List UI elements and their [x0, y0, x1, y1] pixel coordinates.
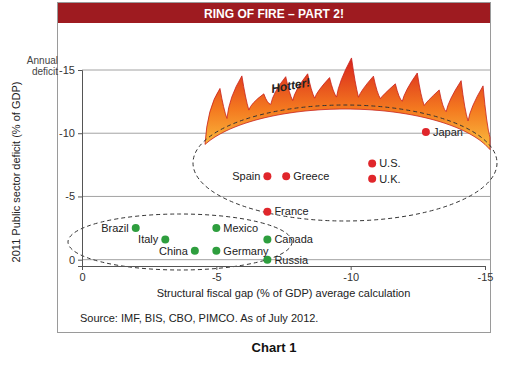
x-axis-line — [83, 267, 486, 271]
grid-line — [82, 196, 490, 197]
title: RING OF FIRE – PART 2! — [204, 7, 344, 21]
point-labels: Brazil ItalyChina Mexico Germany Canada Russi… — [101, 126, 463, 266]
y-axis: 0 -5 -10 -15 — [59, 64, 82, 266]
point — [282, 172, 290, 180]
chart-frame — [58, 3, 491, 333]
x-axis: 0 -5 -10 -15 — [79, 266, 493, 283]
point — [422, 128, 430, 136]
y-tick-label: -5 — [65, 190, 75, 202]
point-label: Canada — [274, 233, 313, 245]
point — [263, 256, 271, 264]
point — [191, 247, 199, 255]
point — [263, 172, 271, 180]
x-tick-mark — [216, 266, 217, 270]
chart: RING OF FIRE – PART 2! 0 -5 -10 -15 0 -5 -10 -15… — [0, 0, 515, 366]
point-label: U.K. — [379, 173, 400, 185]
y-tick: -10 — [59, 127, 82, 139]
y-tick-mark — [78, 260, 82, 261]
point — [263, 208, 271, 216]
point-label: Brazil — [101, 222, 129, 234]
y-tick: 0 — [69, 254, 82, 266]
point-label: Greece — [293, 170, 329, 182]
y-axis-line — [78, 71, 83, 267]
source: Source: IMF, BIS, CBO, PIMCO. As of July… — [80, 312, 318, 324]
point-label: Russia — [274, 254, 309, 266]
x-tick-label: -5 — [212, 271, 222, 283]
point-label: Germany — [223, 245, 269, 257]
point-label: U.S. — [379, 157, 400, 169]
x-tick: 0 — [79, 266, 85, 283]
points — [132, 128, 430, 264]
y-tick-mark — [78, 133, 82, 134]
x-tick-label: -10 — [343, 271, 359, 283]
y-tick-label: 0 — [69, 254, 75, 266]
caption: Chart 1 — [252, 340, 297, 355]
point — [368, 175, 376, 183]
y-tick-mark — [78, 196, 82, 197]
y-tick-label: -10 — [59, 127, 75, 139]
x-tick-mark — [485, 266, 486, 270]
point-label: France — [274, 205, 308, 217]
point — [212, 247, 220, 255]
y-tick-mark — [78, 70, 82, 71]
x-tick: -15 — [478, 266, 494, 283]
point — [263, 235, 271, 243]
point-label: China — [159, 245, 189, 257]
y-tick: -5 — [65, 190, 82, 202]
point-label: Mexico — [223, 222, 258, 234]
point-label: Japan — [433, 126, 463, 138]
x-tick: -5 — [212, 266, 222, 283]
y-tick: -15 — [59, 64, 82, 76]
x-tick-label: -15 — [478, 271, 494, 283]
point-label: Italy — [138, 233, 159, 245]
x-axis-title: Structural fiscal gap (% of GDP) average… — [157, 287, 411, 299]
grid-line — [82, 70, 490, 71]
flames — [205, 58, 490, 150]
annotation: Annualdeficit — [27, 55, 58, 77]
point — [161, 235, 169, 243]
y-tick-label: -15 — [59, 64, 75, 76]
point — [212, 224, 220, 232]
decoration — [68, 58, 497, 270]
point-label: Spain — [232, 170, 260, 182]
hot-ellipse — [193, 105, 497, 221]
title-bar — [58, 3, 490, 23]
point — [132, 224, 140, 232]
point — [368, 160, 376, 168]
x-tick-label: 0 — [79, 271, 85, 283]
x-tick: -10 — [343, 266, 359, 283]
x-tick-mark — [351, 266, 352, 270]
cool-ellipse — [68, 214, 292, 270]
annotation: Hotter! — [270, 75, 311, 96]
y-axis-title: 2011 Public sector deficit (% of GDP) — [10, 82, 22, 263]
